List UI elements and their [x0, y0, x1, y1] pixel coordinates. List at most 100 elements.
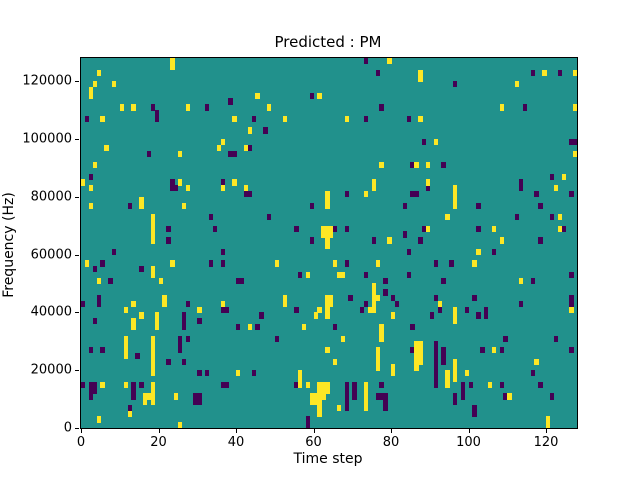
heatmap-cell	[92, 387, 97, 394]
heatmap-cell	[542, 69, 547, 76]
heatmap-cell	[92, 162, 97, 169]
heatmap-cell	[530, 277, 535, 284]
heatmap-cell	[383, 399, 388, 406]
heatmap-cell	[499, 381, 504, 389]
heatmap-cell	[220, 179, 225, 186]
heatmap-cell	[197, 306, 202, 313]
heatmap-cell	[197, 393, 202, 400]
heatmap-cell	[96, 69, 101, 76]
heatmap-cell	[476, 225, 481, 232]
heatmap-cell	[112, 248, 117, 256]
heatmap-cell	[325, 196, 330, 204]
heatmap-cell	[150, 358, 156, 365]
heatmap-cell	[88, 173, 94, 180]
heatmap-cell	[317, 92, 322, 99]
heatmap-cell	[123, 306, 128, 313]
y-tick	[75, 312, 79, 314]
heatmap-cell	[309, 92, 314, 99]
heatmap-cell	[197, 370, 202, 377]
heatmap-cell	[181, 202, 187, 209]
x-tick	[81, 429, 82, 433]
heatmap-cell	[460, 387, 466, 394]
heatmap-cell	[569, 138, 574, 146]
heatmap-cell	[177, 347, 183, 354]
heatmap-cell	[305, 416, 311, 423]
heatmap-cell	[348, 295, 353, 302]
heatmap-cell	[418, 347, 423, 354]
heatmap-cell	[332, 260, 338, 267]
heatmap-cell	[84, 260, 90, 267]
heatmap-cell	[166, 237, 171, 244]
heatmap-cell	[402, 231, 407, 238]
heatmap-cell	[453, 375, 458, 383]
heatmap-cell	[433, 358, 438, 365]
heatmap-cell	[282, 295, 287, 302]
heatmap-cell	[433, 347, 438, 354]
heatmap-cell	[267, 104, 272, 111]
heatmap-cell	[391, 295, 396, 302]
heatmap-cell	[363, 300, 369, 308]
heatmap-cell	[162, 300, 167, 308]
heatmap-cell	[549, 214, 555, 221]
heatmap-cell	[433, 352, 438, 360]
heatmap-cell	[251, 115, 256, 123]
heatmap-cell	[414, 358, 419, 365]
heatmap-cell	[476, 312, 481, 319]
heatmap-cell	[363, 387, 369, 394]
heatmap-cell	[344, 260, 349, 267]
heatmap-cell	[193, 393, 198, 400]
heatmap-cell	[100, 115, 105, 123]
heatmap-cell	[181, 358, 187, 365]
heatmap-cell	[150, 370, 156, 377]
heatmap-cell	[220, 248, 225, 256]
heatmap-cell	[236, 323, 241, 331]
heatmap-cell	[166, 225, 171, 232]
heatmap-cell	[375, 393, 380, 400]
y-tick-label: 40000	[30, 304, 72, 320]
heatmap-cell	[170, 179, 175, 186]
heatmap-cell	[185, 185, 190, 192]
heatmap-cell	[170, 63, 175, 71]
heatmap-cell	[363, 190, 369, 198]
heatmap-cell	[216, 144, 221, 151]
heatmap-cell	[205, 104, 210, 111]
heatmap-cell	[181, 318, 187, 325]
heatmap-cell	[344, 404, 349, 412]
heatmap-cell	[445, 375, 450, 383]
heatmap-cell	[515, 81, 520, 88]
x-axis-label: Time step	[293, 451, 363, 467]
heatmap-cell	[507, 393, 512, 400]
heatmap-cell	[391, 370, 396, 377]
heatmap-cell	[383, 289, 388, 296]
heatmap-cell	[135, 352, 140, 360]
plot-area	[80, 57, 578, 429]
heatmap-cell	[352, 387, 357, 394]
heatmap-cell	[197, 399, 202, 406]
heatmap-cell	[379, 323, 384, 331]
heatmap-cell	[100, 347, 105, 354]
heatmap-cell	[96, 300, 101, 308]
heatmap-cell	[154, 115, 159, 123]
heatmap-cell	[414, 347, 419, 354]
heatmap-cell	[518, 179, 524, 186]
heatmap-cell	[445, 370, 450, 377]
heatmap-cell	[131, 318, 136, 325]
heatmap-cell	[484, 312, 489, 319]
heatmap-cell	[139, 196, 144, 204]
heatmap-cell	[313, 312, 318, 319]
x-tick	[313, 429, 315, 433]
heatmap-cell	[379, 329, 384, 336]
heatmap-cell	[143, 393, 148, 400]
heatmap-cell	[363, 271, 369, 279]
heatmap-cell	[573, 150, 577, 157]
heatmap-cell	[410, 347, 415, 354]
heatmap-cell	[561, 173, 566, 180]
heatmap-cell	[340, 271, 345, 279]
heatmap-cell	[538, 381, 543, 389]
heatmap-cell	[170, 58, 175, 65]
heatmap-cell	[150, 231, 156, 238]
heatmap-cell	[150, 219, 156, 227]
heatmap-cell	[553, 185, 559, 192]
heatmap-cell	[569, 347, 574, 354]
heatmap-cell	[418, 341, 423, 348]
